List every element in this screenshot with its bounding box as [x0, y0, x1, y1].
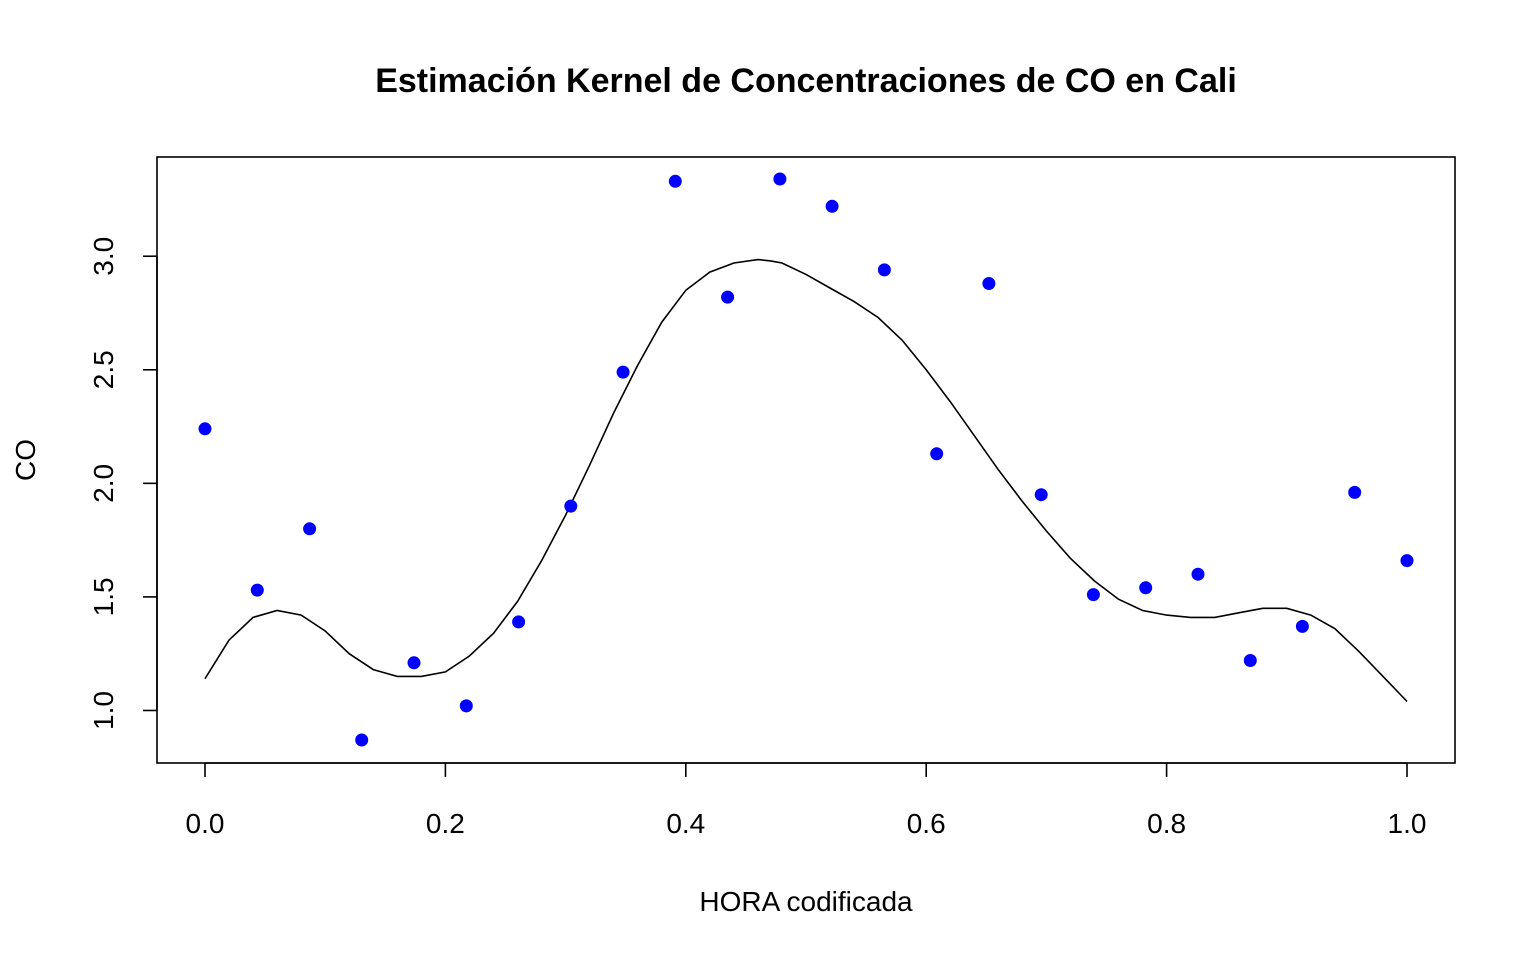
data-point [355, 733, 369, 747]
y-axis: 1.0 1.5 2.0 2.5 3.0 [88, 237, 158, 730]
y-tick-label: 1.0 [88, 691, 119, 730]
x-tick-label: 0.6 [907, 808, 946, 839]
data-point [407, 656, 421, 670]
x-tick-label: 0.0 [186, 808, 225, 839]
data-point [1400, 554, 1414, 568]
y-tick-label: 3.0 [88, 237, 119, 276]
chart-title: Estimación Kernel de Concentraciones de … [375, 62, 1237, 100]
data-point [877, 263, 891, 277]
data-point [303, 522, 317, 536]
y-tick-label: 2.5 [88, 350, 119, 389]
data-point [564, 499, 578, 513]
x-axis: 0.0 0.2 0.4 0.6 0.8 1.0 [186, 762, 1427, 839]
data-point [1243, 654, 1257, 667]
kernel-curve-line [204, 258, 1408, 702]
x-tick-label: 0.4 [666, 808, 705, 839]
data-point [1034, 488, 1048, 502]
y-tick-label: 2.0 [88, 464, 119, 503]
data-point [773, 172, 787, 186]
data-point [668, 174, 682, 188]
data-point [198, 422, 212, 436]
x-tick-label: 0.2 [426, 808, 465, 839]
data-point [512, 615, 526, 629]
data-point [1191, 567, 1205, 581]
data-point [1086, 588, 1100, 602]
data-point [930, 447, 944, 461]
x-tick-label: 0.8 [1147, 808, 1186, 839]
data-point [616, 365, 630, 379]
y-tick-label: 1.5 [88, 577, 119, 616]
x-tick-label: 1.0 [1388, 808, 1427, 839]
data-point [721, 290, 735, 304]
data-point [1348, 485, 1362, 499]
data-point [459, 699, 473, 713]
plot-frame [156, 156, 1456, 764]
data-point [825, 199, 839, 213]
data-point [982, 277, 996, 290]
data-point [1295, 619, 1309, 633]
y-axis-label: CO [10, 439, 41, 481]
data-point [1139, 581, 1153, 595]
data-point [250, 583, 264, 597]
data-points [198, 172, 1414, 747]
x-axis-label: HORA codificada [699, 886, 913, 917]
